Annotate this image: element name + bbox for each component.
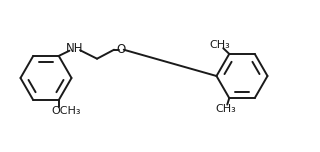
Text: OCH₃: OCH₃	[51, 106, 81, 116]
Text: O: O	[116, 43, 126, 56]
Text: CH₃: CH₃	[215, 104, 236, 114]
Text: CH₃: CH₃	[209, 40, 230, 50]
Text: NH: NH	[66, 42, 83, 55]
